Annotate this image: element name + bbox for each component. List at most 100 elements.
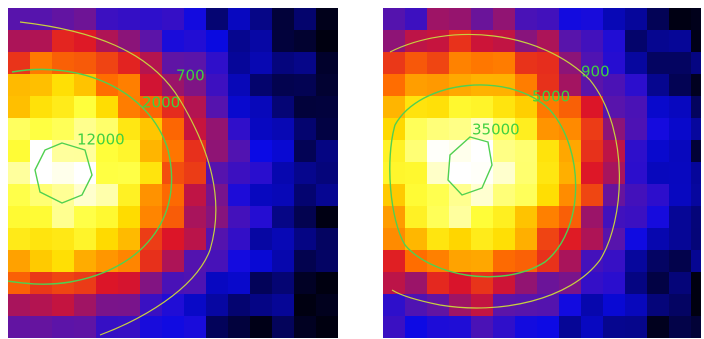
pixel <box>449 74 472 97</box>
pixel <box>8 228 31 251</box>
pixel <box>316 118 338 141</box>
pixel <box>96 316 119 338</box>
pixel <box>206 162 229 185</box>
pixel <box>383 162 406 185</box>
pixel <box>537 30 560 53</box>
pixel <box>8 8 31 31</box>
pixel <box>427 272 450 295</box>
pixel <box>74 316 97 338</box>
pixel <box>206 272 229 295</box>
pixel <box>294 8 317 31</box>
pixel <box>515 184 538 207</box>
pixel <box>383 272 406 295</box>
pixel <box>471 118 494 141</box>
pixel <box>449 294 472 317</box>
pixel <box>691 316 701 338</box>
pixel <box>559 118 582 141</box>
pixel <box>669 206 692 229</box>
pixel <box>471 272 494 295</box>
pixel <box>74 184 97 207</box>
pixel <box>449 30 472 53</box>
pixel <box>581 272 604 295</box>
pixel <box>74 74 97 97</box>
pixel <box>471 294 494 317</box>
pixel <box>316 250 338 273</box>
pixel <box>228 118 251 141</box>
pixel <box>96 96 119 119</box>
pixel <box>8 184 31 207</box>
pixel <box>140 316 163 338</box>
pixel <box>383 74 406 97</box>
pixel <box>647 228 670 251</box>
pixel <box>515 8 538 31</box>
pixel <box>669 30 692 53</box>
pixel <box>74 294 97 317</box>
pixel <box>316 74 338 97</box>
pixel <box>250 96 273 119</box>
pixel <box>427 30 450 53</box>
pixel <box>272 30 295 53</box>
pixel <box>405 250 428 273</box>
pixel <box>96 228 119 251</box>
pixel <box>537 8 560 31</box>
pixel <box>250 118 273 141</box>
pixel <box>515 162 538 185</box>
pixel <box>140 184 163 207</box>
pixel <box>74 228 97 251</box>
pixel <box>669 184 692 207</box>
pixel <box>427 96 450 119</box>
pixel <box>206 8 229 31</box>
pixel <box>74 52 97 75</box>
pixel <box>647 250 670 273</box>
pixel <box>691 96 701 119</box>
pixel <box>493 140 516 163</box>
pixel <box>647 206 670 229</box>
pixel <box>647 294 670 317</box>
pixel <box>581 250 604 273</box>
pixel <box>449 206 472 229</box>
pixel <box>184 30 207 53</box>
pixel <box>30 228 53 251</box>
pixel <box>272 118 295 141</box>
pixel <box>449 272 472 295</box>
pixel <box>603 140 626 163</box>
pixel <box>294 316 317 338</box>
pixel <box>647 162 670 185</box>
pixel <box>52 30 75 53</box>
pixel <box>140 294 163 317</box>
pixel <box>206 140 229 163</box>
pixel <box>118 316 141 338</box>
pixel <box>559 30 582 53</box>
pixel <box>603 316 626 338</box>
pixel <box>30 316 53 338</box>
pixel <box>8 162 31 185</box>
pixel <box>471 96 494 119</box>
pixel <box>184 96 207 119</box>
pixel <box>427 118 450 141</box>
pixel <box>206 228 229 251</box>
contour-inner <box>447 136 493 196</box>
pixel <box>272 140 295 163</box>
pixel <box>272 250 295 273</box>
pixel <box>449 250 472 273</box>
pixel <box>8 96 31 119</box>
pixel <box>515 140 538 163</box>
pixel <box>625 118 648 141</box>
pixel <box>691 184 701 207</box>
pixel <box>206 316 229 338</box>
pixel <box>669 250 692 273</box>
pixel <box>471 140 494 163</box>
pixel <box>537 316 560 338</box>
pixel <box>603 162 626 185</box>
pixel <box>162 206 185 229</box>
pixel <box>691 228 701 251</box>
pixel <box>30 140 53 163</box>
pixel <box>272 206 295 229</box>
pixel <box>691 206 701 229</box>
pixel <box>228 52 251 75</box>
pixel <box>493 118 516 141</box>
pixel <box>250 250 273 273</box>
pixel <box>537 184 560 207</box>
pixel <box>691 294 701 317</box>
pixel <box>250 316 273 338</box>
